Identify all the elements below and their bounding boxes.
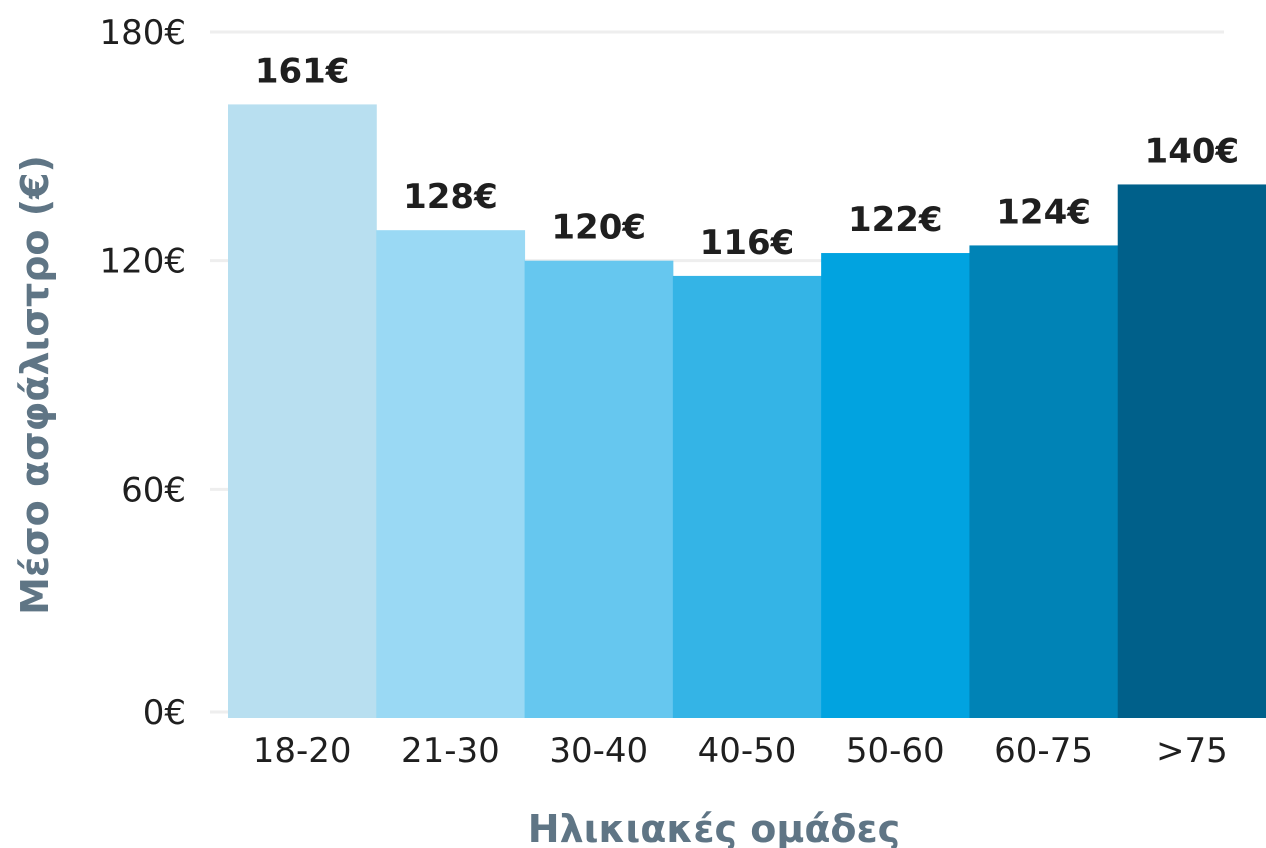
x-tick-label: 60-75 <box>994 731 1093 771</box>
data-label: 122€ <box>848 200 943 240</box>
data-label: 124€ <box>996 192 1091 232</box>
x-tick-label: >75 <box>1156 731 1228 771</box>
value-labels: 161€ 128€ 120€ 116€ 122€ 124€ 140€ <box>255 51 1239 263</box>
data-label: 120€ <box>551 208 646 248</box>
data-label: 161€ <box>255 51 350 91</box>
bars <box>228 104 1266 719</box>
x-tick-label: 50-60 <box>846 731 945 771</box>
data-label: 128€ <box>403 177 498 217</box>
x-tick-label: 40-50 <box>698 731 797 771</box>
bar <box>821 253 970 719</box>
bar <box>1117 184 1266 718</box>
y-axis-title: Μέσο ασφάλιστρο (€) <box>13 155 57 615</box>
x-tick-label: 21-30 <box>401 731 500 771</box>
y-tick-label: 0€ <box>143 693 186 733</box>
bar <box>524 260 674 718</box>
bar <box>376 230 526 718</box>
y-tick-label: 120€ <box>99 242 186 282</box>
bar <box>969 245 1119 718</box>
y-tick-labels: 0€ 60€ 120€ 180€ <box>99 13 186 733</box>
data-label: 140€ <box>1145 131 1240 171</box>
data-label: 116€ <box>700 223 795 263</box>
x-axis-title: Ηλικιακές ομάδες <box>528 807 900 848</box>
y-tick-label: 180€ <box>99 13 186 53</box>
x-tick-label: 18-20 <box>253 731 352 771</box>
bar <box>672 275 822 718</box>
bar <box>228 104 377 718</box>
y-tick-label: 60€ <box>121 470 186 510</box>
x-tick-label: 30-40 <box>549 731 648 771</box>
x-tick-labels: 18-20 21-30 30-40 40-50 50-60 60-75 >75 <box>253 731 1228 771</box>
